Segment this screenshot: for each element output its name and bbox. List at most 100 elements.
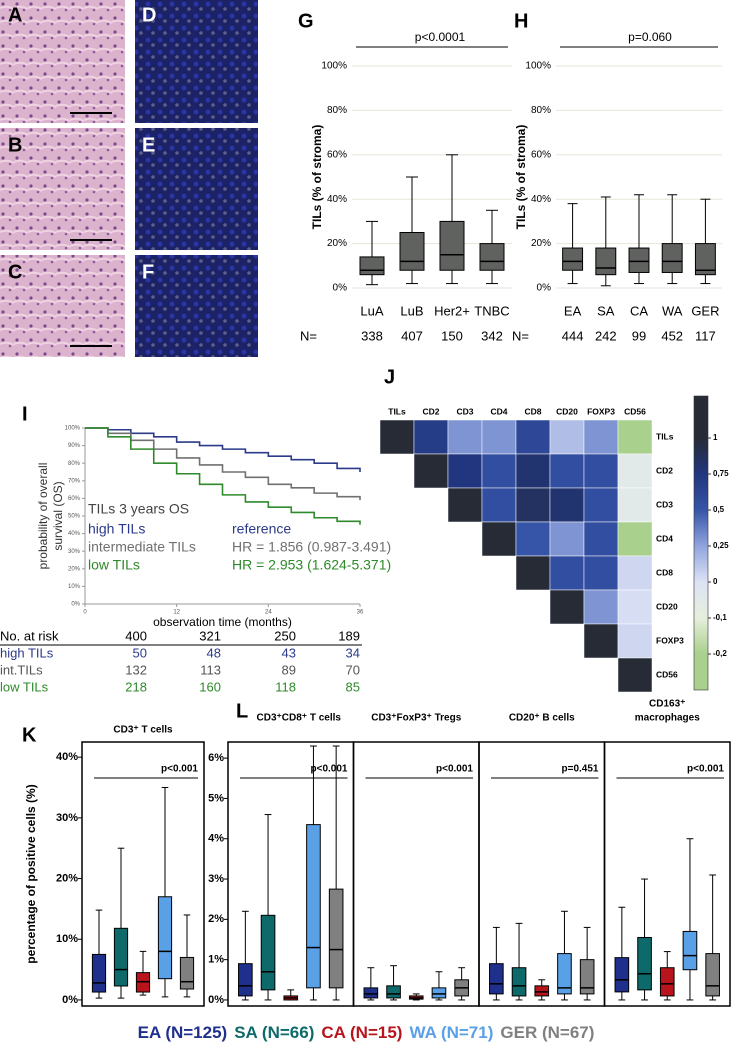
colorbar-label: 0,5 xyxy=(713,505,725,514)
x-tick-label: CA xyxy=(630,303,648,318)
risk-count: 132 xyxy=(125,662,147,677)
risk-count: 89 xyxy=(282,662,296,677)
y-tick-label: 2% xyxy=(208,913,224,925)
heatmap-cell xyxy=(447,487,483,523)
heatmap-cell xyxy=(549,419,585,455)
image-d xyxy=(135,0,258,123)
colorbar-label: 1 xyxy=(713,433,718,442)
heatmap-cell xyxy=(617,419,653,455)
heatmap-cell xyxy=(583,419,619,455)
heatmap-cell xyxy=(583,487,619,523)
y-axis-label: TILs (% of stroma) xyxy=(310,125,324,230)
plot-frame xyxy=(81,741,205,1007)
box xyxy=(260,914,276,991)
y-tick-label: 3% xyxy=(208,873,224,885)
x-tick-label: 36 xyxy=(357,610,364,616)
y-tick-label: 4% xyxy=(208,833,224,845)
panel-letter: A xyxy=(8,4,22,26)
column-label: CD20 xyxy=(556,406,578,416)
y-tick-label: 10% xyxy=(56,933,78,945)
colorbar-label: 0,25 xyxy=(713,541,729,550)
box xyxy=(705,953,720,997)
x-tick-label: 0 xyxy=(83,610,87,616)
heatmap-cell xyxy=(413,419,449,455)
column-label: CD2 xyxy=(422,406,439,416)
risk-count: 118 xyxy=(275,679,296,694)
heatmap-cell xyxy=(583,453,619,489)
heatmap-cell xyxy=(549,555,585,591)
box xyxy=(557,953,572,995)
colorbar xyxy=(693,395,709,691)
x-tick-label: TNBC xyxy=(474,303,509,318)
x-tick-label: LuA xyxy=(360,303,383,318)
legend-label: high TILs xyxy=(88,521,145,537)
box xyxy=(682,930,698,971)
plot-frame xyxy=(352,741,480,1007)
column-label: TILs xyxy=(388,406,406,416)
heatmap-cell xyxy=(583,521,619,557)
row-label: CD8 xyxy=(656,567,673,577)
colorbar-label: 0,75 xyxy=(713,469,729,478)
y-tick-label: 70% xyxy=(68,478,81,484)
y-tick-label: 80% xyxy=(327,105,347,116)
y-axis-label: probability of overall xyxy=(36,463,50,570)
heatmap-cell xyxy=(583,555,619,591)
box xyxy=(157,896,173,980)
column-label: FOXP3 xyxy=(587,406,615,416)
box xyxy=(399,232,425,271)
heatmap-cell xyxy=(583,589,619,625)
panel-letter: J xyxy=(384,366,395,388)
y-tick-label: 30% xyxy=(56,812,78,824)
risk-count: 43 xyxy=(282,645,296,660)
n-value: 342 xyxy=(481,328,503,343)
row-label: CD2 xyxy=(656,465,673,475)
column-label: CD8 xyxy=(524,406,541,416)
x-axis-label: observation time (months) xyxy=(153,615,292,629)
heatmap-cell xyxy=(549,589,585,625)
colorbar-label: -0,2 xyxy=(713,649,727,658)
y-tick-label: 50% xyxy=(68,514,81,520)
y-tick-label: 40% xyxy=(531,194,551,205)
y-tick-label: 5% xyxy=(208,792,224,804)
y-tick-label: 80% xyxy=(68,461,81,467)
n-value: 242 xyxy=(595,328,617,343)
risk-count: 48 xyxy=(207,645,221,660)
x-tick-label: 24 xyxy=(265,610,272,616)
box xyxy=(628,247,650,273)
risk-count: 85 xyxy=(346,679,360,694)
panel-letter: L xyxy=(236,700,248,722)
panel-letter: G xyxy=(298,10,314,32)
heatmap-cell xyxy=(515,555,551,591)
heatmap-cell xyxy=(379,419,415,455)
image-a xyxy=(0,0,125,123)
heatmap-cell xyxy=(549,453,585,489)
p-value: p=0.451 xyxy=(562,764,599,775)
risk-count: 189 xyxy=(338,628,360,643)
y-tick-label: 40% xyxy=(68,531,81,537)
colorbar-label: 0 xyxy=(713,577,718,586)
p-value: p=0.060 xyxy=(628,30,672,44)
box xyxy=(91,953,107,993)
panel-title: CD163⁺ xyxy=(649,699,685,710)
heatmap-cell xyxy=(515,487,551,523)
box xyxy=(363,987,379,999)
panel-letter: C xyxy=(8,261,22,283)
heatmap-cell xyxy=(617,623,653,659)
row-label: FOXP3 xyxy=(656,635,684,645)
legend-label: intermediate TILs xyxy=(88,539,196,555)
y-tick-label: 6% xyxy=(208,752,224,764)
row-label: CD20 xyxy=(656,601,678,611)
image-f xyxy=(135,255,258,357)
heatmap-cell xyxy=(515,419,551,455)
legend-entry: EA (N=125) xyxy=(138,1023,228,1042)
legend-entry: CA (N=15) xyxy=(321,1023,402,1042)
x-tick-label: GER xyxy=(691,303,719,318)
y-tick-label: 60% xyxy=(531,149,551,160)
y-tick-label: 20% xyxy=(327,238,347,249)
y-tick-label: 100% xyxy=(65,426,81,432)
box xyxy=(534,985,550,997)
n-value: 338 xyxy=(361,328,383,343)
heatmap-cell xyxy=(617,555,653,591)
legend-entry: SA (N=66) xyxy=(234,1023,314,1042)
